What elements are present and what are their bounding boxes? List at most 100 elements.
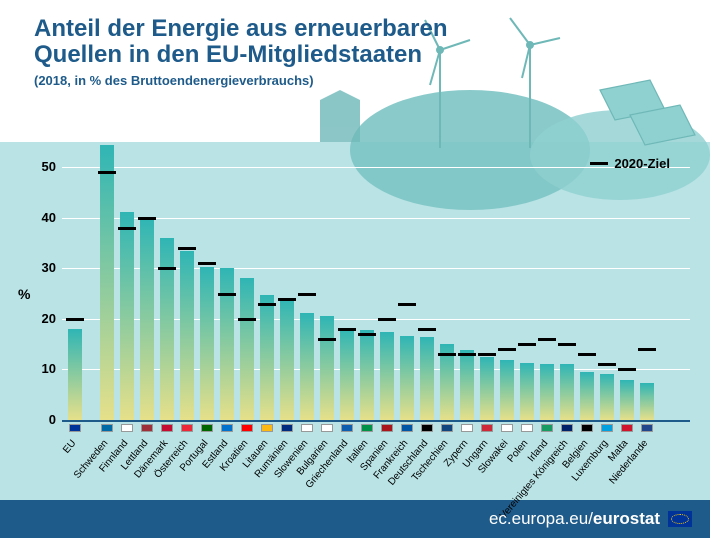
bar bbox=[120, 212, 134, 420]
target-marker bbox=[398, 303, 416, 306]
bar bbox=[220, 268, 234, 420]
gridline bbox=[62, 369, 690, 370]
bar bbox=[420, 337, 434, 420]
bar bbox=[580, 372, 594, 420]
country-flag bbox=[361, 424, 373, 432]
country-flag bbox=[141, 424, 153, 432]
baseline bbox=[62, 420, 690, 422]
legend-marker bbox=[590, 162, 608, 165]
bar bbox=[280, 299, 294, 420]
title-block: Anteil der Energie aus erneuerbaren Quel… bbox=[34, 16, 447, 88]
bar bbox=[200, 267, 214, 420]
bar bbox=[68, 329, 82, 420]
country-flag bbox=[281, 424, 293, 432]
target-marker bbox=[338, 328, 356, 331]
bar bbox=[360, 330, 374, 420]
target-marker bbox=[418, 328, 436, 331]
y-axis-label: % bbox=[18, 286, 30, 302]
bar bbox=[240, 278, 254, 420]
bar bbox=[600, 374, 614, 420]
target-marker bbox=[438, 353, 456, 356]
target-marker bbox=[218, 293, 236, 296]
subtitle: (2018, in % des Bruttoendenergieverbrauc… bbox=[34, 73, 447, 88]
footer: ec.europa.eu/eurostat bbox=[0, 500, 710, 538]
target-marker bbox=[198, 262, 216, 265]
bar bbox=[380, 332, 394, 420]
country-flag bbox=[521, 424, 533, 432]
country-flag bbox=[321, 424, 333, 432]
target-marker bbox=[258, 303, 276, 306]
country-flag bbox=[301, 424, 313, 432]
country-flag bbox=[421, 424, 433, 432]
eu-flag-icon bbox=[668, 511, 692, 527]
country-flag bbox=[561, 424, 573, 432]
country-flag bbox=[241, 424, 253, 432]
country-flag bbox=[481, 424, 493, 432]
target-marker bbox=[458, 353, 476, 356]
country-flag bbox=[401, 424, 413, 432]
ytick-label: 0 bbox=[28, 412, 56, 427]
target-marker bbox=[538, 338, 556, 341]
target-marker bbox=[378, 318, 396, 321]
ytick-label: 40 bbox=[28, 210, 56, 225]
target-marker bbox=[578, 353, 596, 356]
bar bbox=[620, 380, 634, 420]
target-marker bbox=[278, 298, 296, 301]
title-line-1: Anteil der Energie aus erneuerbaren bbox=[34, 16, 447, 42]
ytick-label: 50 bbox=[28, 159, 56, 174]
target-marker bbox=[618, 368, 636, 371]
target-marker bbox=[318, 338, 336, 341]
target-marker bbox=[498, 348, 516, 351]
country-flag bbox=[601, 424, 613, 432]
target-marker bbox=[118, 227, 136, 230]
bar bbox=[540, 364, 554, 420]
bar bbox=[500, 360, 514, 420]
country-flag bbox=[69, 424, 81, 432]
bar bbox=[300, 313, 314, 420]
bar bbox=[480, 357, 494, 420]
gridline bbox=[62, 218, 690, 219]
country-flag bbox=[161, 424, 173, 432]
bar bbox=[260, 295, 274, 420]
country-flag bbox=[441, 424, 453, 432]
country-flag bbox=[381, 424, 393, 432]
bar bbox=[400, 336, 414, 420]
country-flag bbox=[261, 424, 273, 432]
country-flag bbox=[121, 424, 133, 432]
target-marker bbox=[518, 343, 536, 346]
bar bbox=[180, 251, 194, 420]
country-flag bbox=[201, 424, 213, 432]
target-marker bbox=[66, 318, 84, 321]
xtick-label: EU bbox=[61, 438, 78, 456]
country-flag bbox=[581, 424, 593, 432]
country-flag bbox=[501, 424, 513, 432]
bar bbox=[560, 364, 574, 420]
target-marker bbox=[598, 363, 616, 366]
country-flag bbox=[641, 424, 653, 432]
target-marker bbox=[238, 318, 256, 321]
bar bbox=[160, 238, 174, 420]
bar bbox=[340, 329, 354, 420]
xtick-label: Polen bbox=[506, 438, 531, 465]
country-flag bbox=[541, 424, 553, 432]
bar bbox=[100, 145, 114, 420]
ytick-label: 10 bbox=[28, 361, 56, 376]
title-line-2: Quellen in den EU-Mitgliedstaaten bbox=[34, 42, 447, 68]
country-flag bbox=[621, 424, 633, 432]
legend-label: 2020-Ziel bbox=[614, 156, 670, 171]
target-marker bbox=[138, 217, 156, 220]
bar bbox=[520, 363, 534, 420]
target-marker bbox=[98, 171, 116, 174]
target-marker bbox=[298, 293, 316, 296]
gridline bbox=[62, 319, 690, 320]
legend: 2020-Ziel bbox=[590, 156, 670, 171]
ytick-label: 20 bbox=[28, 311, 56, 326]
bar bbox=[640, 383, 654, 420]
footer-url-b: eurostat bbox=[593, 509, 660, 529]
target-marker bbox=[158, 267, 176, 270]
ytick-label: 30 bbox=[28, 260, 56, 275]
target-marker bbox=[358, 333, 376, 336]
target-marker bbox=[558, 343, 576, 346]
bar bbox=[320, 316, 334, 420]
country-flag bbox=[221, 424, 233, 432]
